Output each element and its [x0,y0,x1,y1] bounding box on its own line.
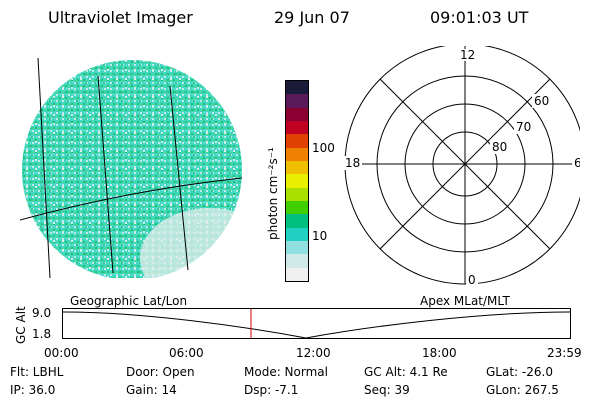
colorbar-segment [286,227,308,241]
glat-info: GLat: -26.0 [486,365,553,379]
colorbar-segment [286,160,308,175]
gc-alt-info: GC Alt: 4.1 Re [364,365,448,379]
colorbar-unit-label: photon cm⁻²s⁻¹ [266,147,280,240]
seq-info: Seq: 39 [364,383,410,397]
x-tick: 18:00 [422,346,457,360]
gain-info: Gain: 14 [126,383,177,397]
polar-plot: 12 18 6 0 60 70 80 [344,46,580,286]
colorbar-segment [286,254,308,268]
apex-label: Apex MLat/MLT [420,294,510,308]
gc-alt-axis-label: GC Alt [14,306,28,344]
time-label: 09:01:03 UT [430,8,529,27]
mlt-label: 6 [574,156,580,170]
meridian-line [97,75,114,274]
colorbar-segment [286,120,308,135]
colorbar-segment [286,240,308,255]
colorbar-segment [286,214,308,228]
altitude-timeline [62,308,571,339]
colorbar-segment [286,267,308,281]
x-tick: 06:00 [169,346,204,360]
glon-info: GLon: 267.5 [486,383,559,397]
geographic-label: Geographic Lat/Lon [70,294,188,308]
colorbar-segment [286,200,308,215]
colorbar-segment [286,187,308,201]
colorbar-segment [286,147,308,161]
colorbar-segment [286,107,308,121]
colorbar [285,80,309,282]
lat-label: 80 [492,140,507,154]
lat-label: 60 [534,94,549,108]
mlt-label: 12 [460,48,475,62]
y-tick: 1.8 [32,327,52,341]
x-tick: 12:00 [296,346,331,360]
colorbar-segment [286,174,308,188]
instrument-title: Ultraviolet Imager [48,8,193,27]
ip-info: IP: 36.0 [10,383,56,397]
latitude-line [20,177,243,221]
colorbar-segment [286,134,308,148]
y-tick: 9.0 [32,306,52,320]
x-tick: 23:59 [547,346,582,360]
mlt-label: 0 [468,273,476,286]
x-tick: 00:00 [44,346,79,360]
meridian-line [37,58,51,278]
colorbar-segment [286,81,308,95]
auroral-image [20,58,243,278]
mlt-label: 18 [345,156,360,170]
door-info: Door: Open [126,365,195,379]
meridian-line [169,85,189,271]
colorbar-tick: 100 [312,141,335,155]
dsp-info: Dsp: -7.1 [244,383,299,397]
filter-info: Flt: LBHL [10,365,64,379]
date-label: 29 Jun 07 [274,8,350,27]
mode-info: Mode: Normal [244,365,328,379]
colorbar-segment [286,94,308,108]
lat-label: 70 [516,120,531,134]
colorbar-tick: 10 [312,229,328,243]
